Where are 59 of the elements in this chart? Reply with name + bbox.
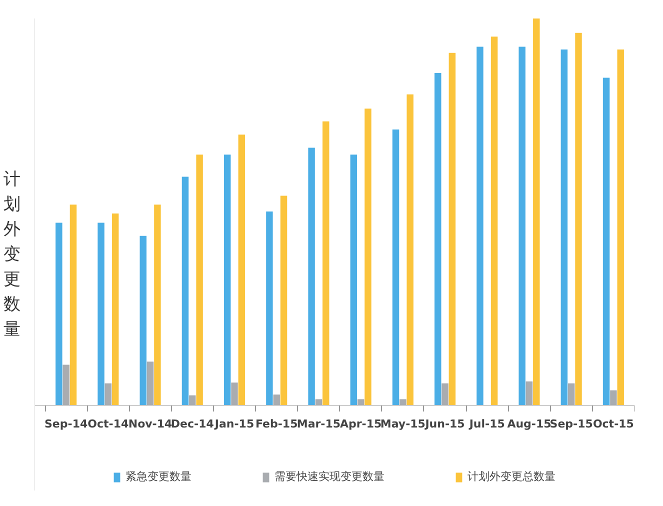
bar (322, 121, 330, 406)
bar (154, 204, 161, 406)
bar (266, 212, 273, 406)
x-tick-label: Nov-14 (128, 417, 173, 430)
x-tick-label: Jan-15 (214, 417, 254, 430)
bar (406, 94, 414, 406)
legend-label: 计划外变更总数量 (468, 469, 556, 484)
x-tick-label: Sep-15 (550, 417, 593, 430)
bar (364, 108, 372, 406)
bar (602, 78, 610, 406)
bar (140, 236, 146, 406)
bar (62, 364, 70, 406)
bar (490, 36, 498, 406)
bar (400, 399, 406, 406)
bar (182, 176, 189, 406)
bar (273, 394, 280, 406)
bar (112, 213, 119, 406)
bar (357, 399, 364, 406)
bar (308, 148, 315, 406)
x-tick-label: Oct-14 (88, 417, 130, 430)
bar (610, 390, 617, 406)
bar (224, 154, 231, 406)
bar (315, 399, 322, 406)
x-tick-label: Aug-15 (507, 417, 552, 430)
bar (196, 154, 203, 406)
legend-label: 紧急变更数量 (126, 469, 192, 484)
bar (280, 196, 288, 406)
bar (568, 383, 575, 406)
bar (392, 130, 400, 406)
bar (56, 222, 62, 406)
bar (350, 154, 358, 406)
bar (560, 49, 568, 406)
bar (104, 383, 112, 406)
x-tick-label: Jul-15 (468, 417, 505, 430)
legend-label: 需要快速实现变更数量 (274, 469, 384, 484)
x-tick-label: Mar-15 (296, 417, 341, 430)
bar (575, 32, 582, 406)
bar (442, 383, 448, 406)
bar (238, 134, 246, 406)
y-axis-title: 计划外变更数量 (4, 170, 20, 340)
x-tick-label: Jun-15 (424, 417, 465, 430)
x-tick-label: Apr-15 (340, 417, 382, 430)
x-tick-label: Oct-15 (592, 417, 634, 430)
bar (448, 52, 456, 406)
bar (146, 362, 154, 406)
x-tick-label: Sep-14 (44, 417, 88, 430)
x-tick-label: Feb-15 (255, 417, 298, 430)
bar (617, 49, 624, 406)
bar (533, 18, 540, 406)
bar (189, 395, 196, 406)
bar (70, 204, 77, 406)
bar (476, 46, 484, 406)
bar (526, 381, 533, 406)
bar (434, 73, 442, 406)
x-tick-label: May-15 (380, 417, 426, 430)
bar (518, 46, 526, 406)
x-tick-label: Dec-14 (170, 417, 214, 430)
bar (98, 222, 104, 406)
bar (231, 382, 238, 406)
